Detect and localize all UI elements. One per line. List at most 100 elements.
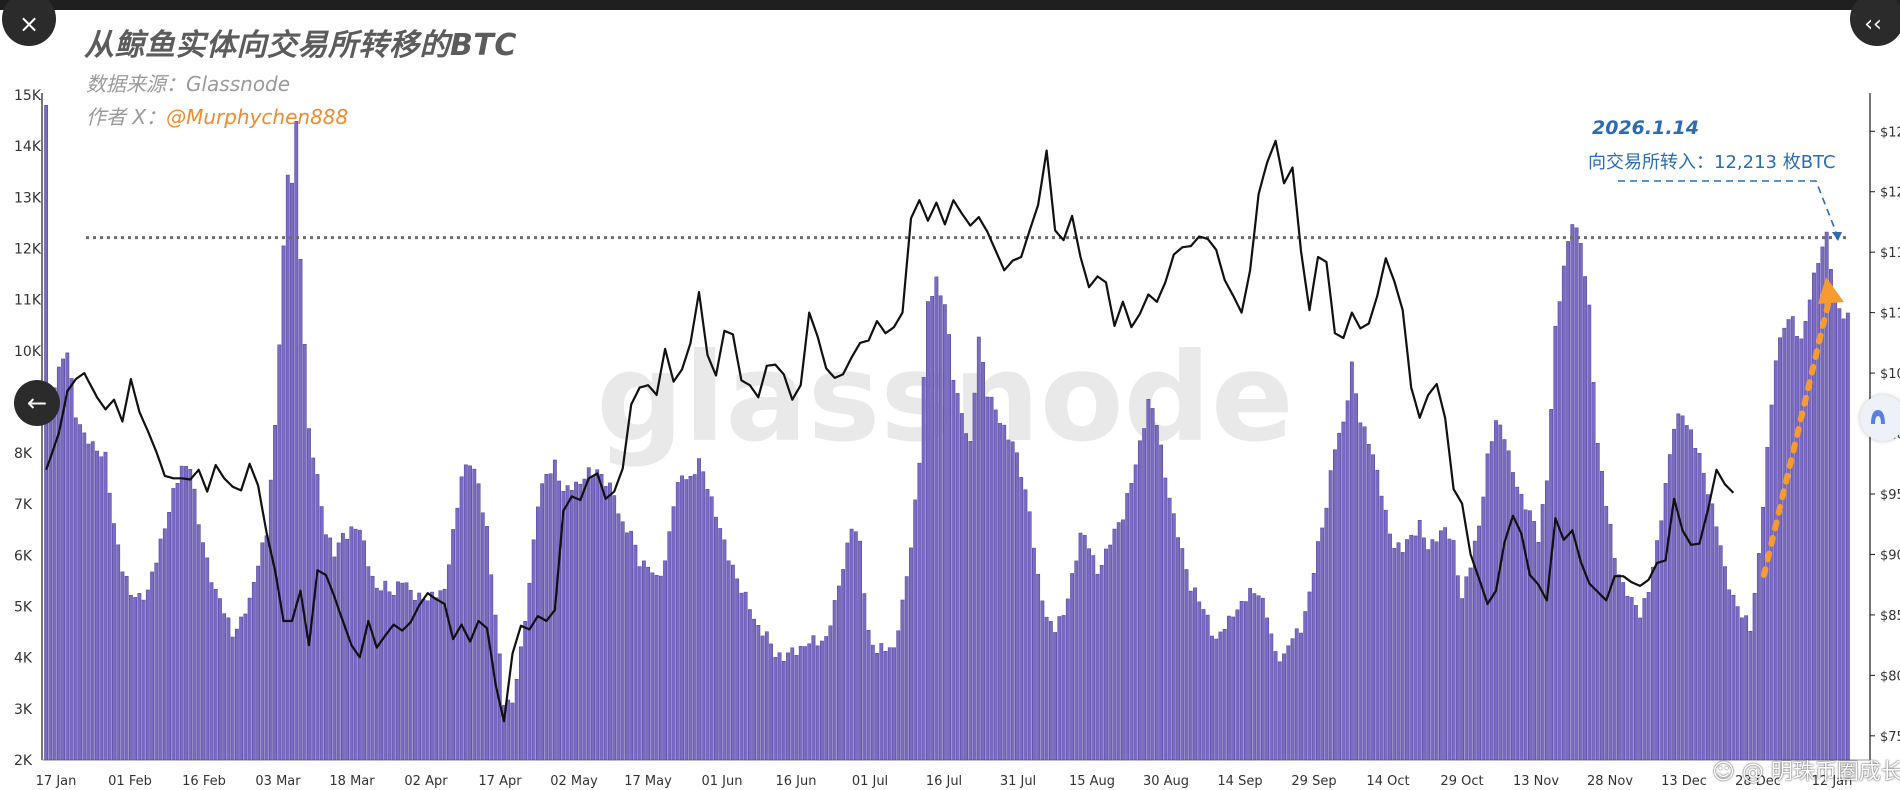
inflow-bar [247,597,252,761]
inflow-bar [1697,452,1702,761]
inflow-bar [141,599,146,761]
inflow-bar [1502,439,1507,761]
inflow-bar [264,535,269,761]
inflow-bar [1485,453,1490,761]
previous-image-button[interactable]: ← [14,380,60,426]
inflow-bar [1506,450,1511,761]
inflow-bar [1311,572,1316,761]
y-right-tick-label: $125k [1880,125,1900,140]
inflow-bar [574,481,578,761]
inflow-bar [1600,470,1604,761]
inflow-bar [1570,224,1575,761]
inflow-bar [459,476,464,761]
inflow-bar [95,450,99,761]
close-button[interactable]: × [2,0,56,46]
x-tick-label: 28 Dec [1735,774,1781,789]
inflow-bar [646,566,651,761]
inflow-bar [1095,573,1100,761]
inflow-bar [790,647,795,761]
inflow-bar [1727,589,1732,761]
inflow-bar [714,516,718,761]
btc-price-line [45,139,1735,723]
inflow-bar [718,528,723,761]
x-tick-label: 31 Jul [1000,774,1036,789]
double-chevron-icon: ‹‹ [1864,11,1882,37]
inflow-bar [1773,360,1778,761]
inflow-bar [1676,413,1681,761]
inflow-bar [989,396,994,761]
inflow-bar [811,635,816,761]
inflow-bar [1739,617,1744,761]
side-tool-button[interactable] [1860,395,1900,441]
inflow-bar [1820,246,1825,761]
inflow-bar [1434,541,1439,761]
inflow-bar [938,295,943,761]
inflow-bar [1413,535,1418,761]
inflow-bar [391,595,396,761]
inflow-bar [1053,632,1058,761]
inflow-bar [1812,272,1816,761]
author-handle[interactable]: @Murphychen888 [166,105,349,129]
inflow-bar [849,528,854,761]
inflow-bar [1672,428,1676,761]
inflow-bar [315,474,320,761]
inflow-bar [1468,567,1473,761]
inflow-bar [1129,483,1134,761]
inflow-bar [875,652,879,761]
inflow-bar [78,424,82,761]
inflow-bar [853,531,858,761]
inflow-bar [340,533,345,761]
inflow-bar [82,432,87,761]
inflow-bar [251,582,256,761]
inflow-bar [781,661,786,761]
inflow-bar [370,575,375,761]
inflow-bar [1409,535,1414,761]
y-right-tick-label: $85k [1880,609,1900,624]
inflow-bar [1756,553,1761,761]
viewer-top-bar [0,0,1900,10]
inflow-bar [1574,227,1579,761]
inflow-bar [69,378,74,761]
inflow-bar [421,599,426,761]
chart-title: 从鲸鱼实体向交易所转移的BTC [84,28,517,63]
inflow-bar [709,496,714,761]
inflow-bar [1778,337,1782,761]
inflow-bar [1299,632,1303,761]
inflow-bar [1057,616,1062,761]
inflow-bar [1210,635,1214,761]
inflow-bar [913,499,918,761]
inflow-bar [887,647,892,761]
annotation-date: 2026.1.14 [1592,117,1699,139]
inflow-bar [1383,509,1388,761]
inflow-bar [998,423,1002,761]
inflow-bar [1180,548,1185,761]
inflow-bar [192,488,197,761]
inflow-bar [1540,504,1545,761]
inflow-bar [1252,593,1257,761]
inflow-bar [1087,548,1091,761]
inflow-bar [86,443,91,761]
inflow-bar [972,392,977,761]
anchor-icon [1868,408,1888,428]
inflow-bar [328,537,333,761]
inflow-bar [336,542,341,761]
inflow-bar [1629,597,1634,761]
inflow-bar [1447,538,1452,761]
y-left-tick-label: 4K [14,651,33,667]
inflow-bar [1837,308,1842,761]
x-tick-label: 03 Mar [255,774,301,789]
inflow-bar [1341,421,1346,761]
inflow-bar [1511,472,1515,761]
collapse-button[interactable]: ‹‹ [1850,0,1900,46]
inflow-bar [294,121,299,761]
inflow-bar [1184,569,1189,761]
x-tick-label: 15 Aug [1069,774,1115,789]
inflow-bar [1481,496,1486,761]
inflow-bar [99,456,104,761]
inflow-bar [603,486,608,761]
inflow-bar [1070,573,1074,761]
inflow-bar [794,655,799,761]
inflow-bar [1693,448,1698,761]
inflow-bar [1710,503,1715,761]
inflow-bar [1667,454,1672,761]
